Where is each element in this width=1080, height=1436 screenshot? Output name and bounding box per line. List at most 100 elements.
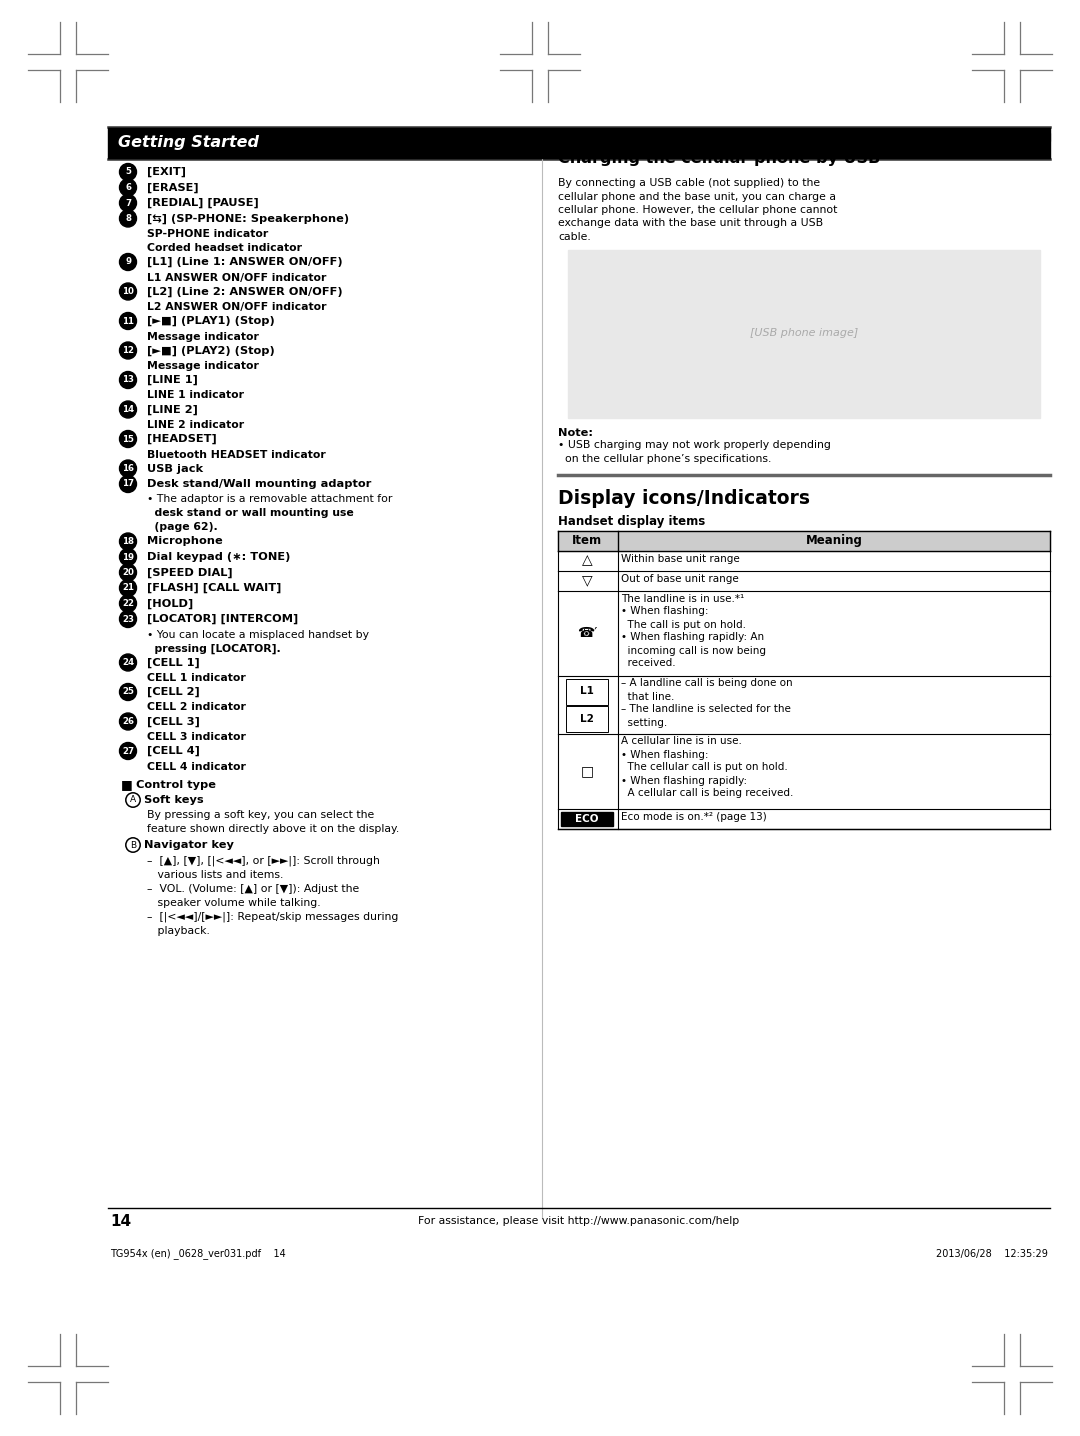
Text: 9: 9 xyxy=(125,257,131,267)
Text: 19: 19 xyxy=(122,553,134,561)
Text: Getting Started: Getting Started xyxy=(118,135,259,151)
Text: Out of base unit range: Out of base unit range xyxy=(621,573,739,583)
Text: CELL 3 indicator: CELL 3 indicator xyxy=(147,732,246,742)
Text: 15: 15 xyxy=(122,435,134,444)
Text: Desk stand/Wall mounting adaptor: Desk stand/Wall mounting adaptor xyxy=(147,480,372,490)
Text: [►■] (PLAY1) (Stop): [►■] (PLAY1) (Stop) xyxy=(147,316,274,326)
Circle shape xyxy=(120,653,136,671)
Text: LINE 1 indicator: LINE 1 indicator xyxy=(147,391,244,401)
Text: [LOCATOR] [INTERCOM]: [LOCATOR] [INTERCOM] xyxy=(147,613,298,625)
Text: TG954x (en) _0628_ver031.pdf    14: TG954x (en) _0628_ver031.pdf 14 xyxy=(110,1248,286,1259)
Text: [CELL 2]: [CELL 2] xyxy=(147,686,200,696)
Text: cellular phone. However, the cellular phone cannot: cellular phone. However, the cellular ph… xyxy=(558,205,837,215)
Text: –  [|<◄◄]/[►►|]: Repeat/skip messages during: – [|<◄◄]/[►►|]: Repeat/skip messages dur… xyxy=(147,912,399,922)
Text: • When flashing rapidly:: • When flashing rapidly: xyxy=(621,775,747,785)
Text: 6: 6 xyxy=(125,182,131,192)
Circle shape xyxy=(120,564,136,582)
Text: playback.: playback. xyxy=(147,925,210,935)
Text: 26: 26 xyxy=(122,717,134,727)
Text: 14: 14 xyxy=(122,405,134,414)
Circle shape xyxy=(120,372,136,389)
Text: The call is put on hold.: The call is put on hold. xyxy=(621,619,746,629)
Circle shape xyxy=(120,533,136,550)
Bar xyxy=(568,250,1040,418)
Text: • The adaptor is a removable attachment for: • The adaptor is a removable attachment … xyxy=(147,494,392,504)
Circle shape xyxy=(120,194,136,211)
Text: cellular phone and the base unit, you can charge a: cellular phone and the base unit, you ca… xyxy=(558,191,836,201)
Text: [►■] (PLAY2) (Stop): [►■] (PLAY2) (Stop) xyxy=(147,346,274,356)
Text: For assistance, please visit http://www.panasonic.com/help: For assistance, please visit http://www.… xyxy=(418,1216,740,1226)
Circle shape xyxy=(120,595,136,612)
Text: Within base unit range: Within base unit range xyxy=(621,553,740,563)
Circle shape xyxy=(120,164,136,181)
Text: SP-PHONE indicator: SP-PHONE indicator xyxy=(147,228,268,238)
Text: [EXIT]: [EXIT] xyxy=(147,167,186,177)
Text: speaker volume while talking.: speaker volume while talking. xyxy=(147,898,321,908)
Text: Bluetooth HEADSET indicator: Bluetooth HEADSET indicator xyxy=(147,449,326,460)
Text: [LINE 1]: [LINE 1] xyxy=(147,375,198,385)
Text: □: □ xyxy=(580,764,594,778)
Text: 18: 18 xyxy=(122,537,134,546)
Text: A: A xyxy=(130,796,136,804)
Text: [L2] (Line 2: ANSWER ON/OFF): [L2] (Line 2: ANSWER ON/OFF) xyxy=(147,286,342,297)
Text: (page 62).: (page 62). xyxy=(147,523,218,533)
Text: CELL 4 indicator: CELL 4 indicator xyxy=(147,761,246,771)
Text: [LINE 2]: [LINE 2] xyxy=(147,405,198,415)
Text: incoming call is now being: incoming call is now being xyxy=(621,646,766,655)
Text: By pressing a soft key, you can select the: By pressing a soft key, you can select t… xyxy=(147,810,375,820)
Circle shape xyxy=(120,460,136,477)
Text: 10: 10 xyxy=(122,287,134,296)
Text: [⇆] (SP-PHONE: Speakerphone): [⇆] (SP-PHONE: Speakerphone) xyxy=(147,214,349,224)
Text: 5: 5 xyxy=(125,168,131,177)
Text: Eco mode is on.*² (page 13): Eco mode is on.*² (page 13) xyxy=(621,811,767,821)
Text: Microphone: Microphone xyxy=(147,537,222,547)
Text: –  [▲], [▼], [|<◄◄], or [►►|]: Scroll through: – [▲], [▼], [|<◄◄], or [►►|]: Scroll thr… xyxy=(147,856,380,866)
Text: • When flashing:: • When flashing: xyxy=(621,606,708,616)
Text: 16: 16 xyxy=(122,464,134,472)
Text: setting.: setting. xyxy=(621,718,667,728)
Text: Soft keys: Soft keys xyxy=(144,796,204,806)
Bar xyxy=(108,128,1050,158)
Text: Note:: Note: xyxy=(558,428,593,438)
Text: pressing [LOCATOR].: pressing [LOCATOR]. xyxy=(147,643,281,653)
Text: [CELL 4]: [CELL 4] xyxy=(147,745,200,757)
Text: [L1] (Line 1: ANSWER ON/OFF): [L1] (Line 1: ANSWER ON/OFF) xyxy=(147,257,342,267)
Text: • USB charging may not work properly depending: • USB charging may not work properly dep… xyxy=(558,441,831,451)
Text: – The landline is selected for the: – The landline is selected for the xyxy=(621,705,791,715)
Text: [HEADSET]: [HEADSET] xyxy=(147,434,217,444)
Text: A cellular line is in use.: A cellular line is in use. xyxy=(621,737,742,747)
Text: Item: Item xyxy=(572,534,602,547)
Text: Corded headset indicator: Corded headset indicator xyxy=(147,243,302,253)
Circle shape xyxy=(125,793,140,807)
Text: 23: 23 xyxy=(122,615,134,623)
Text: [FLASH] [CALL WAIT]: [FLASH] [CALL WAIT] xyxy=(147,583,282,593)
Text: 14: 14 xyxy=(110,1213,131,1229)
Text: 7: 7 xyxy=(125,198,131,207)
Text: 2013/06/28    12:35:29: 2013/06/28 12:35:29 xyxy=(936,1249,1048,1259)
Circle shape xyxy=(120,431,136,448)
Text: USB jack: USB jack xyxy=(147,464,203,474)
Text: 25: 25 xyxy=(122,688,134,696)
Text: – A landline call is being done on: – A landline call is being done on xyxy=(621,678,793,688)
Text: CELL 2 indicator: CELL 2 indicator xyxy=(147,702,246,712)
Circle shape xyxy=(120,313,136,329)
Text: [SPEED DIAL]: [SPEED DIAL] xyxy=(147,567,232,577)
Text: L1: L1 xyxy=(580,686,594,696)
Circle shape xyxy=(120,475,136,493)
Text: exchange data with the base unit through a USB: exchange data with the base unit through… xyxy=(558,218,823,228)
Text: Dial keypad (∗: TONE): Dial keypad (∗: TONE) xyxy=(147,551,291,561)
Text: various lists and items.: various lists and items. xyxy=(147,870,283,879)
Circle shape xyxy=(125,837,140,852)
Text: [USB phone image]: [USB phone image] xyxy=(750,329,859,339)
Bar xyxy=(566,678,608,705)
Circle shape xyxy=(120,684,136,701)
Circle shape xyxy=(120,580,136,596)
Text: ECO: ECO xyxy=(576,814,598,823)
Text: L1 ANSWER ON/OFF indicator: L1 ANSWER ON/OFF indicator xyxy=(147,273,326,283)
Text: The cellular call is put on hold.: The cellular call is put on hold. xyxy=(621,763,787,773)
Text: that line.: that line. xyxy=(621,692,674,702)
Text: 17: 17 xyxy=(122,480,134,488)
Text: 12: 12 xyxy=(122,346,134,355)
Text: 24: 24 xyxy=(122,658,134,666)
Text: [REDIAL] [PAUSE]: [REDIAL] [PAUSE] xyxy=(147,198,259,208)
